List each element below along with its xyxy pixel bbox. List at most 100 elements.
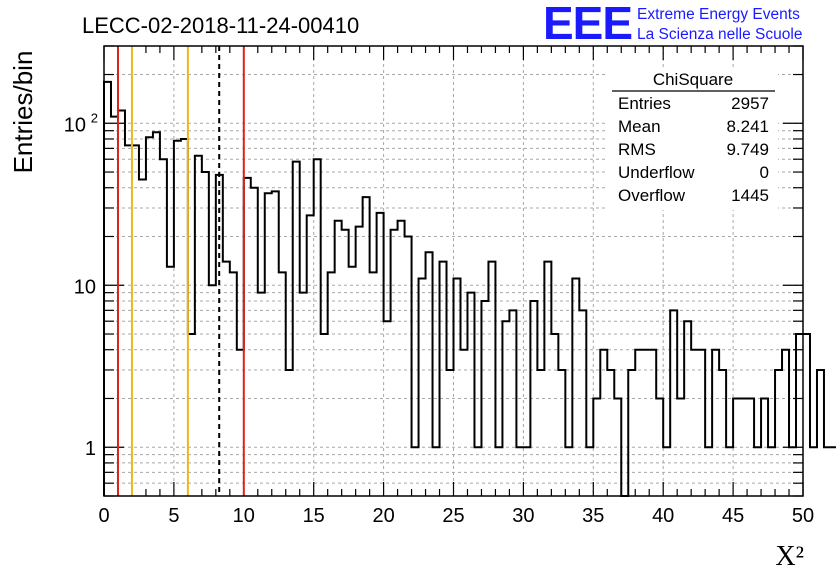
- histogram-bin: [691, 350, 698, 496]
- x-tick-label: 5: [168, 505, 179, 527]
- stats-label: Overflow: [618, 186, 686, 205]
- histogram-bin: [419, 279, 426, 496]
- stats-title: ChiSquare: [653, 70, 733, 89]
- histogram-bin: [237, 350, 244, 496]
- histogram-bin: [377, 213, 384, 496]
- histogram-bin: [258, 293, 265, 496]
- histogram-bin: [705, 447, 712, 496]
- histogram-bin: [279, 272, 286, 496]
- histogram-bin: [433, 447, 440, 496]
- histogram-bin: [537, 370, 544, 496]
- x-tick-label: 10: [233, 505, 255, 527]
- histogram-bin: [342, 230, 349, 496]
- histogram-bin: [817, 370, 824, 496]
- histogram-bin: [188, 334, 195, 496]
- histogram-bin: [761, 398, 768, 496]
- histogram-bin: [502, 321, 509, 496]
- histogram-bin: [104, 82, 111, 496]
- histogram-bin: [481, 301, 488, 496]
- histogram-bin: [782, 350, 789, 496]
- histogram-bin: [600, 350, 607, 496]
- stats-rows: Entries 2957 Mean 8.241 RMS 9.749 Underflow 0 Ov…: [618, 94, 769, 205]
- histogram-bin: [656, 398, 663, 496]
- histogram-bin: [719, 370, 726, 496]
- x-tick-label: 40: [652, 505, 674, 527]
- histogram-bin: [663, 447, 670, 496]
- histogram-bin: [384, 321, 391, 496]
- histogram-outline: [103, 80, 836, 497]
- histogram-bin: [677, 398, 684, 496]
- histogram-bin: [698, 350, 705, 496]
- stats-box: ChiSquare Entries 2957 Mean 8.241 RMS 9.749 Un…: [608, 67, 778, 210]
- histogram-bin: [733, 398, 740, 496]
- histogram-bin: [810, 447, 817, 496]
- histogram-bin: [265, 193, 272, 496]
- histogram-bin: [328, 272, 335, 496]
- histogram-bin: [516, 447, 523, 496]
- histogram-bin: [565, 447, 572, 496]
- y-tick-label: 10: [74, 276, 96, 298]
- y-tick-labels: 1 10 10 2: [64, 110, 98, 460]
- x-tick-label: 50: [792, 505, 814, 527]
- histogram-bin: [558, 370, 565, 496]
- histogram-bin: [195, 156, 202, 496]
- x-tick-label: 20: [372, 505, 394, 527]
- stats-value: 0: [760, 163, 769, 182]
- stats-value: 8.241: [726, 117, 769, 136]
- x-tick-label: 30: [512, 505, 534, 527]
- histogram-bin: [579, 310, 586, 496]
- stats-label: Mean: [618, 117, 661, 136]
- histogram-bin: [572, 279, 579, 496]
- x-tick-label: 45: [722, 505, 744, 527]
- x-tick-label: 25: [442, 505, 464, 527]
- stats-value: 1445: [731, 186, 769, 205]
- histogram-bin: [223, 262, 230, 496]
- histogram-bin: [300, 293, 307, 496]
- histogram-bin: [635, 350, 642, 496]
- histogram: [103, 80, 836, 497]
- histogram-bin: [209, 285, 216, 496]
- histogram-bin: [251, 188, 258, 496]
- x-tick-label: 15: [303, 505, 325, 527]
- histogram-bin: [467, 293, 474, 496]
- histogram-bin: [460, 350, 467, 496]
- y-tick-label-exponent: 2: [91, 110, 98, 125]
- histogram-bin: [132, 145, 139, 496]
- histogram-bin: [146, 137, 153, 496]
- histogram-bin: [447, 370, 454, 496]
- histogram-bin: [530, 301, 537, 496]
- histogram-bin: [824, 447, 831, 496]
- histogram-bin: [803, 334, 810, 496]
- x-tick-label: 0: [98, 505, 109, 527]
- histogram-bin: [642, 350, 649, 496]
- stats-label: Entries: [618, 94, 671, 113]
- histogram-bin: [684, 321, 691, 496]
- histogram-bin: [181, 139, 188, 496]
- histogram-bin: [356, 227, 363, 496]
- histogram-bin: [831, 447, 836, 496]
- histogram-bin: [391, 230, 398, 496]
- histogram-bin: [614, 398, 621, 496]
- histogram-bin: [544, 262, 551, 496]
- histogram-bin: [726, 447, 733, 496]
- histogram-bin: [321, 334, 328, 496]
- histogram-bin: [712, 350, 719, 496]
- histogram-bin: [551, 334, 558, 496]
- stats-label: Underflow: [618, 163, 695, 182]
- histogram-bin: [523, 447, 530, 496]
- histogram-bin: [286, 370, 293, 496]
- logo-line-2: La Scienza nelle Scuole: [637, 26, 802, 43]
- histogram-bin: [153, 132, 160, 496]
- histogram-bin: [768, 447, 775, 496]
- stats-value: 2957: [731, 94, 769, 113]
- logo-line-1: Extreme Energy Events: [637, 6, 800, 23]
- reference-lines: [116, 46, 245, 496]
- histogram-bin: [167, 267, 174, 496]
- histogram-bin: [775, 370, 782, 496]
- histogram-bin: [509, 310, 516, 496]
- histogram-bin: [426, 252, 433, 496]
- histogram-bin: [405, 237, 412, 496]
- histogram-bin: [474, 447, 481, 496]
- histogram-bin: [125, 145, 132, 496]
